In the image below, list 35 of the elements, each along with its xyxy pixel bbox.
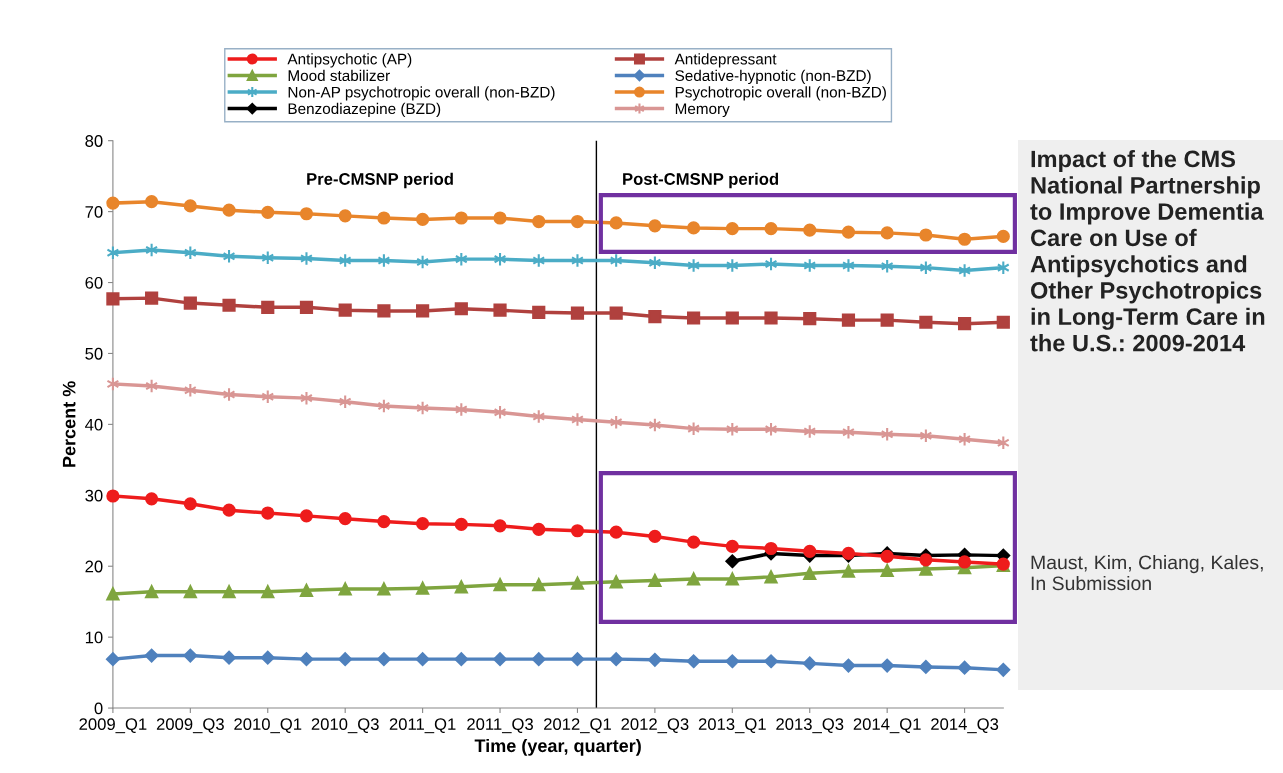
x-axis-title: Time (year, quarter) xyxy=(474,738,641,756)
y-tick-label: 10 xyxy=(85,631,103,644)
y-tick-label: 40 xyxy=(85,418,103,431)
text: Impact of the CMS National Partnership to Improve Dementia Care on Use of Antipsychotics and Other Psychotropics in Long-Term Care in the U.S.: 2009-2014 xyxy=(1030,150,1265,352)
x-tick-label: 2010_Q3 xyxy=(311,718,379,734)
text: Maust, Kim, Chiang, Kales, In Submission xyxy=(1031,555,1263,591)
y-tick-label: 50 xyxy=(85,347,103,360)
annotation: Pre-CMSNP period xyxy=(307,172,453,189)
x-tick-label: 2014_Q3 xyxy=(931,718,999,734)
legend-label: Non-AP psychotropic overall (non-BZD) xyxy=(288,86,555,101)
y-tick-label: 20 xyxy=(85,560,103,573)
legend-label: Mood stabilizer xyxy=(288,69,390,82)
y-tick-label: 60 xyxy=(85,276,103,289)
legend-label: Sedative-hypnotic (non-BZD) xyxy=(675,69,871,85)
legend-label: Memory xyxy=(675,103,730,118)
legend-label: Psychotropic overall (non-BZD) xyxy=(675,86,886,101)
legend-label: Benzodiazepine (BZD) xyxy=(288,102,441,118)
x-tick-label: 2012_Q3 xyxy=(621,718,689,734)
x-tick-label: 2011_Q1 xyxy=(389,718,456,734)
x-tick-label: 2013_Q3 xyxy=(776,718,844,734)
x-tick-label: 2009_Q3 xyxy=(156,718,224,734)
x-tick-label: 2009_Q1 xyxy=(79,718,147,734)
y-tick-label: 70 xyxy=(85,206,103,218)
y-tick-label: 0 xyxy=(94,702,103,715)
legend-label: Antidepressant xyxy=(674,53,777,68)
x-tick-label: 2010_Q1 xyxy=(234,718,302,734)
legend-label: Antipsychotic (AP) xyxy=(287,53,412,68)
y-axis-title: Percent % xyxy=(62,381,76,467)
y-tick-label: 30 xyxy=(85,489,103,502)
x-tick-label: 2013_Q1 xyxy=(698,718,766,734)
x-tick-label: 2011_Q3 xyxy=(467,718,533,734)
annotation: Post-CMSNP period xyxy=(623,172,779,189)
y-tick-label: 80 xyxy=(85,135,103,147)
x-tick-label: 2014_Q1 xyxy=(853,718,921,734)
x-tick-label: 2012_Q1 xyxy=(544,718,611,734)
